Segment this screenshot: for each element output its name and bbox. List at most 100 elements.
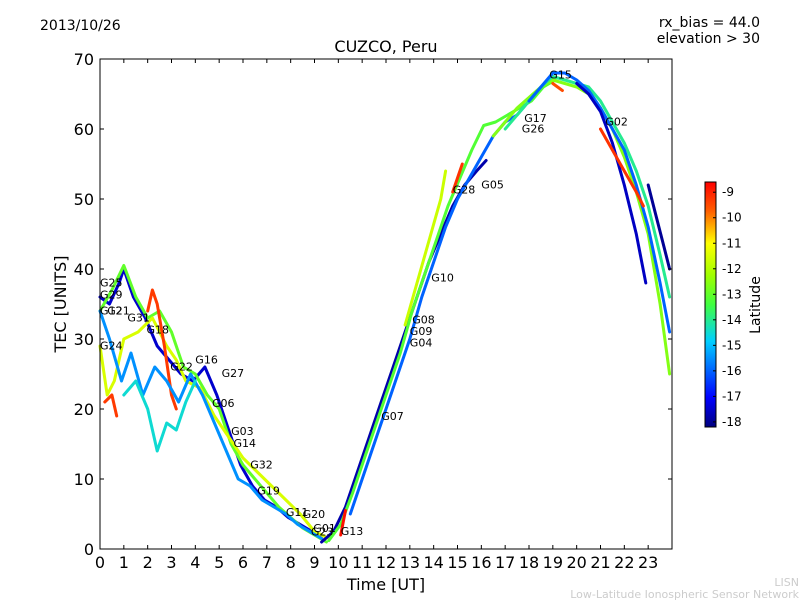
x-tick-label: 22 (614, 553, 634, 572)
satellite-label-g03: G03 (231, 425, 254, 438)
chart-title: CUZCO, Peru (334, 37, 437, 56)
colorbar-tick-label: -12 (722, 262, 742, 276)
plot-frame (99, 58, 673, 550)
x-axis-label: Time [UT] (346, 575, 425, 594)
colorbar-tick-label: -13 (722, 287, 742, 301)
x-tick-label: 13 (400, 553, 420, 572)
x-axis-ticks: 0 1 2 3 4 5 6 7 8 9 10 11 12 13 14 15 16 17 18 19 20 21 22 23 (95, 59, 658, 572)
series-line-peak-1 (491, 78, 672, 376)
series-line-rise-3 (403, 169, 448, 327)
x-tick-label: 14 (423, 553, 443, 572)
colorbar-tick-label: -14 (722, 313, 742, 327)
series-line-night-a (98, 267, 324, 540)
series-line-rise-6 (339, 509, 347, 537)
satellite-label-g25: G25 (100, 277, 123, 290)
credit-network: Low-Latitude Ionospheric Sensor Network (570, 588, 799, 600)
date-label: 2013/10/26 (40, 18, 121, 34)
y-tick-label: 20 (74, 400, 94, 419)
x-tick-label: 19 (543, 553, 563, 572)
colorbar-tick-label: -10 (722, 211, 742, 225)
series-line-peak-2 (503, 75, 672, 299)
satellite-label-g10: G10 (431, 272, 454, 285)
satellite-label-g20: G20 (303, 508, 326, 521)
x-tick-label: 18 (519, 553, 539, 572)
y-tick-label: 10 (74, 470, 94, 489)
satellite-label-g12: G12 (100, 305, 123, 318)
satellite-label-g04: G04 (410, 337, 433, 350)
satellite-label-g14: G14 (234, 437, 257, 450)
x-tick-label: 11 (352, 553, 372, 572)
colorbar-tick-label: -17 (722, 389, 742, 403)
colorbar-tick-label: -16 (722, 364, 742, 378)
satellite-label-g13: G13 (341, 525, 364, 538)
rx-bias-label: rx_bias = 44.0 (659, 15, 760, 31)
satellite-label-g02: G02 (605, 116, 628, 129)
series-line-rise-4 (348, 75, 555, 516)
colorbar-tick-label: -9 (722, 185, 734, 199)
satellite-label-g07: G07 (381, 410, 404, 423)
y-tick-label: 30 (74, 330, 94, 349)
colorbar (704, 181, 717, 428)
series-line-peak-3 (527, 71, 672, 334)
elevation-label: elevation > 30 (657, 31, 760, 47)
x-tick-label: 9 (309, 553, 319, 572)
y-tick-label: 40 (74, 260, 94, 279)
y-axis-ticks: 0 10 20 30 40 50 60 70 (74, 50, 672, 559)
satellite-label-g22: G22 (170, 361, 193, 374)
credit-lisn: LISN (774, 576, 799, 589)
colorbar-ticks: -9 -10 -11 -12 -13 -14 -15 -16 -17 -18 (713, 185, 742, 429)
satellite-label-g05: G05 (481, 179, 504, 192)
satellite-label-g19: G19 (257, 484, 280, 497)
series-line-night-f (98, 309, 324, 540)
x-tick-label: 0 (95, 553, 105, 572)
colorbar-label: Latitude (748, 276, 764, 334)
series-line-night-g (122, 379, 197, 453)
series-line-night-d (103, 393, 119, 418)
x-tick-label: 16 (471, 553, 491, 572)
satellite-label-g32: G32 (250, 459, 273, 472)
satellite-label-g23: G23 (311, 526, 334, 539)
x-tick-label: 6 (238, 553, 248, 572)
satellite-label-g28: G28 (453, 183, 476, 196)
x-tick-label: 1 (119, 553, 129, 572)
colorbar-tick-label: -11 (722, 236, 742, 250)
y-tick-label: 70 (74, 50, 94, 69)
series-line-peak-5 (599, 127, 645, 208)
x-tick-label: 4 (190, 553, 200, 572)
satellite-label-g24: G24 (100, 340, 123, 353)
satellite-label-g08: G08 (412, 314, 435, 327)
series-line-peak-6 (646, 183, 672, 271)
x-tick-label: 10 (328, 553, 348, 572)
satellite-label-g31: G31 (127, 312, 150, 325)
satellite-label-g27: G27 (222, 367, 245, 380)
series-line-night-e (146, 288, 178, 411)
satellite-label-g26: G26 (522, 123, 545, 136)
satellite-label-g17: G17 (524, 112, 547, 125)
series-line-rise-5 (451, 162, 464, 194)
series-line-rise-1 (320, 159, 488, 544)
y-tick-label: 50 (74, 190, 94, 209)
satellite-label-g16: G16 (195, 354, 218, 367)
x-tick-label: 8 (286, 553, 296, 572)
x-tick-label: 17 (495, 553, 515, 572)
satellite-label-g09: G09 (410, 325, 433, 338)
series-line-peak-7 (551, 82, 564, 92)
satellite-label-g15: G15 (549, 69, 572, 82)
x-tick-label: 21 (590, 553, 610, 572)
y-axis-label: TEC [UNITS] (51, 256, 70, 354)
x-tick-label: 15 (447, 553, 467, 572)
y-tick-label: 0 (84, 540, 94, 559)
satellite-label-g11: G11 (286, 506, 309, 519)
series-line-peak-4 (575, 82, 648, 285)
series-line-rise-2 (327, 78, 557, 543)
x-tick-label: 12 (376, 553, 396, 572)
satellite-label-g01: G01 (313, 522, 336, 535)
x-tick-label: 2 (143, 553, 153, 572)
x-tick-label: 3 (166, 553, 176, 572)
x-tick-label: 7 (262, 553, 272, 572)
colorbar-tick-label: -15 (722, 338, 742, 352)
satellite-label-g21: G21 (107, 305, 130, 318)
x-tick-label: 20 (566, 553, 586, 572)
